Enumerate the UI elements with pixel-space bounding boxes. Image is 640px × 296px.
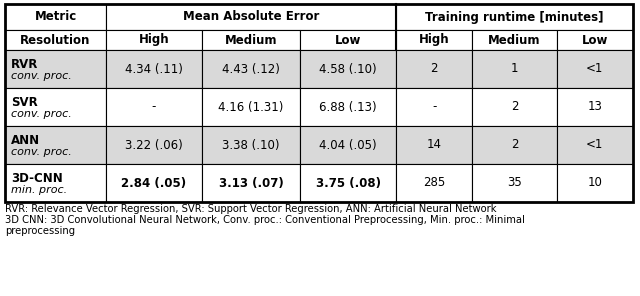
Bar — [300, 164, 396, 202]
Text: min. proc.: min. proc. — [11, 185, 67, 195]
Bar — [557, 30, 633, 50]
Bar — [396, 30, 472, 50]
Bar — [557, 126, 633, 164]
Bar — [300, 88, 396, 126]
Text: 4.43 (.12): 4.43 (.12) — [222, 62, 280, 75]
Bar — [300, 30, 396, 50]
Text: RVR: Relevance Vector Regression, SVR: Support Vector Regression, ANN: Artificia: RVR: Relevance Vector Regression, SVR: S… — [5, 204, 497, 214]
Bar — [202, 164, 300, 202]
Text: 2: 2 — [511, 139, 518, 152]
Text: -: - — [152, 101, 156, 113]
Text: 285: 285 — [423, 176, 445, 189]
Text: 4.16 (1.31): 4.16 (1.31) — [218, 101, 284, 113]
Text: High: High — [138, 33, 169, 46]
Text: 3D-CNN: 3D-CNN — [11, 172, 63, 185]
Text: 14: 14 — [427, 139, 442, 152]
Bar — [202, 88, 300, 126]
Text: 4.34 (.11): 4.34 (.11) — [125, 62, 183, 75]
Bar — [202, 50, 300, 88]
Text: conv. proc.: conv. proc. — [11, 147, 72, 157]
Bar — [396, 126, 472, 164]
Bar — [557, 50, 633, 88]
Bar — [5, 164, 106, 202]
Text: 2.84 (.05): 2.84 (.05) — [122, 176, 186, 189]
Text: 2: 2 — [431, 62, 438, 75]
Bar — [5, 126, 106, 164]
Text: Resolution: Resolution — [20, 33, 91, 46]
Text: Medium: Medium — [225, 33, 277, 46]
Text: Low: Low — [582, 33, 608, 46]
Text: 3D CNN: 3D Convolutional Neural Network, Conv. proc.: Conventional Preprocessing: 3D CNN: 3D Convolutional Neural Network,… — [5, 215, 525, 225]
Text: RVR: RVR — [11, 58, 38, 71]
Text: <1: <1 — [586, 139, 604, 152]
Text: Low: Low — [335, 33, 362, 46]
Text: Training runtime [minutes]: Training runtime [minutes] — [425, 10, 604, 23]
Bar — [472, 30, 557, 50]
Text: Metric: Metric — [35, 10, 77, 23]
Bar — [106, 30, 202, 50]
Text: 3.22 (.06): 3.22 (.06) — [125, 139, 183, 152]
Bar — [472, 126, 557, 164]
Bar — [396, 88, 472, 126]
Bar — [106, 126, 202, 164]
Bar — [396, 50, 472, 88]
Bar — [300, 126, 396, 164]
Text: 35: 35 — [507, 176, 522, 189]
Bar — [396, 4, 633, 30]
Bar — [300, 50, 396, 88]
Bar — [106, 50, 202, 88]
Text: 10: 10 — [588, 176, 602, 189]
Bar — [106, 4, 396, 30]
Text: High: High — [419, 33, 449, 46]
Text: 2: 2 — [511, 101, 518, 113]
Text: 3.75 (.08): 3.75 (.08) — [316, 176, 381, 189]
Bar — [396, 164, 472, 202]
Text: 3.13 (.07): 3.13 (.07) — [219, 176, 284, 189]
Bar — [106, 88, 202, 126]
Bar — [5, 4, 633, 202]
Text: SVR: SVR — [11, 96, 38, 109]
Bar — [106, 164, 202, 202]
Bar — [202, 126, 300, 164]
Text: 4.04 (.05): 4.04 (.05) — [319, 139, 377, 152]
Text: 6.88 (.13): 6.88 (.13) — [319, 101, 377, 113]
Text: <1: <1 — [586, 62, 604, 75]
Text: Medium: Medium — [488, 33, 541, 46]
Text: ANN: ANN — [11, 134, 40, 147]
Bar — [5, 30, 106, 50]
Bar — [557, 164, 633, 202]
Bar — [472, 164, 557, 202]
Text: -: - — [432, 101, 436, 113]
Bar — [557, 88, 633, 126]
Bar — [5, 50, 106, 88]
Text: 13: 13 — [588, 101, 602, 113]
Bar — [5, 88, 106, 126]
Bar — [202, 30, 300, 50]
Text: 4.58 (.10): 4.58 (.10) — [319, 62, 377, 75]
Text: 3.38 (.10): 3.38 (.10) — [222, 139, 280, 152]
Text: conv. proc.: conv. proc. — [11, 71, 72, 81]
Text: preprocessing: preprocessing — [5, 226, 75, 236]
Bar — [5, 4, 106, 30]
Bar — [472, 88, 557, 126]
Text: Mean Absolute Error: Mean Absolute Error — [183, 10, 319, 23]
Bar — [472, 50, 557, 88]
Text: 1: 1 — [511, 62, 518, 75]
Text: conv. proc.: conv. proc. — [11, 109, 72, 119]
